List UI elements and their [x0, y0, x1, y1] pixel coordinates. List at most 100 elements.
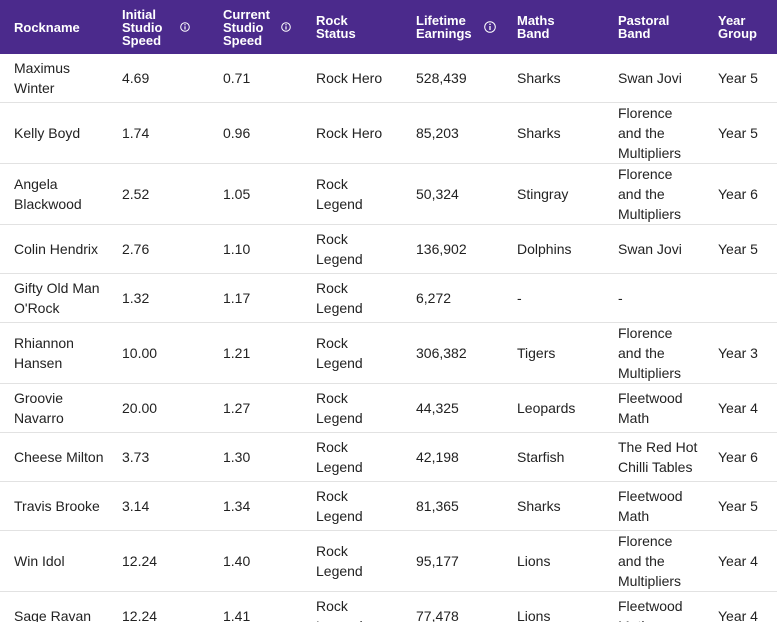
column-header[interactable]: Maths Band: [503, 0, 604, 54]
table-cell: Year 4: [704, 383, 777, 433]
table-cell: Tigers: [503, 322, 604, 384]
column-header[interactable]: Initial Studio Speed: [108, 0, 209, 54]
cell-text: 50,324: [416, 186, 459, 202]
cell-text: 306,382: [416, 345, 467, 361]
table-cell: Stingray: [503, 163, 604, 225]
table-cell: 4.69: [108, 54, 209, 103]
table-cell: Year 5: [704, 224, 777, 274]
cell-text: 12.24: [122, 553, 158, 569]
table-row[interactable]: Sage Ravan 12.24 1.41 Rock Legend 77,478 Lion…: [0, 591, 777, 622]
table-cell: Sharks: [503, 102, 604, 164]
cell-text: Rock Hero: [316, 125, 383, 141]
cell-text: Colin Hendrix: [14, 241, 99, 257]
table-cell: Sharks: [503, 481, 604, 531]
column-label: Rock Status: [316, 13, 356, 41]
cell-text: Tigers: [517, 345, 556, 361]
table-cell: Colin Hendrix: [0, 224, 108, 274]
cell-text: 1.34: [223, 498, 251, 514]
info-icon[interactable]: [281, 22, 291, 32]
cell-text: Starfish: [517, 449, 565, 465]
cell-text: Year 5: [718, 241, 758, 257]
table-cell: 42,198: [402, 432, 503, 482]
table-cell: Sage Ravan: [0, 591, 108, 622]
table-cell: Rock Hero: [302, 102, 402, 164]
cell-text: Dolphins: [517, 241, 572, 257]
table-cell: Rock Legend: [302, 591, 402, 622]
cell-text: 2.52: [122, 186, 150, 202]
cell-text: 1.30: [223, 449, 251, 465]
cell-text: Rock Hero: [316, 70, 383, 86]
table-cell: 1.40: [209, 530, 302, 592]
column-header[interactable]: Lifetime Earnings: [402, 0, 503, 54]
table-cell: 2.76: [108, 224, 209, 274]
cell-text: 10.00: [122, 345, 158, 361]
cell-text: Sharks: [517, 498, 561, 514]
cell-text: Florence and the Multipliers: [618, 325, 682, 381]
column-header[interactable]: Current Studio Speed: [209, 0, 302, 54]
table-row[interactable]: Gifty Old Man O'Rock 1.32 1.17 Rock Legend 6…: [0, 273, 777, 323]
table-cell: -: [503, 273, 604, 323]
table-cell: [704, 273, 777, 323]
cell-text: -: [517, 290, 522, 306]
column-header[interactable]: Pastoral Band: [604, 0, 704, 54]
cell-text: Rock Legend: [316, 390, 363, 426]
table-row[interactable]: Cheese Milton 3.73 1.30 Rock Legend 42,198 St…: [0, 432, 777, 482]
column-label: Year Group: [718, 13, 757, 41]
table-cell: Win Idol: [0, 530, 108, 592]
cell-text: Sage Ravan: [14, 608, 92, 622]
cell-text: Rock Legend: [316, 598, 363, 622]
table-row[interactable]: Win Idol 12.24 1.40 Rock Legend 95,177 Lions F…: [0, 530, 777, 592]
table-cell: Lions: [503, 530, 604, 592]
cell-text: Fleetwood Math: [618, 598, 683, 622]
table-cell: 77,478: [402, 591, 503, 622]
table-row[interactable]: Kelly Boyd 1.74 0.96 Rock Hero 85,203 Sharks F…: [0, 102, 777, 164]
table-cell: 1.05: [209, 163, 302, 225]
table-cell: Swan Jovi: [604, 224, 704, 274]
table-cell: 306,382: [402, 322, 503, 384]
table-cell: 1.74: [108, 102, 209, 164]
table-cell: 95,177: [402, 530, 503, 592]
table-header: Rockname Initial Studio Speed Current St…: [0, 0, 777, 54]
cell-text: Florence and the Multipliers: [618, 533, 682, 589]
column-header[interactable]: Year Group: [704, 0, 777, 54]
info-icon[interactable]: [484, 21, 496, 33]
cell-text: 6,272: [416, 290, 452, 306]
table-row[interactable]: Groovie Navarro 20.00 1.27 Rock Legend 44,32…: [0, 383, 777, 433]
table-cell: Rhiannon Hansen: [0, 322, 108, 384]
cell-text: Stingray: [517, 186, 569, 202]
cell-text: 1.27: [223, 400, 251, 416]
cell-text: 1.17: [223, 290, 251, 306]
table-cell: 6,272: [402, 273, 503, 323]
table-cell: Rock Legend: [302, 383, 402, 433]
column-label: Initial Studio Speed: [122, 6, 163, 48]
cell-text: Year 5: [718, 70, 758, 86]
info-icon[interactable]: [180, 22, 190, 32]
table-cell: Rock Hero: [302, 54, 402, 103]
table-cell: 1.32: [108, 273, 209, 323]
cell-text: Year 3: [718, 345, 758, 361]
table-cell: 1.21: [209, 322, 302, 384]
table-cell: 20.00: [108, 383, 209, 433]
column-header[interactable]: Rockname: [0, 0, 108, 54]
column-header[interactable]: Rock Status: [302, 0, 402, 54]
table-cell: 3.14: [108, 481, 209, 531]
table-cell: Year 5: [704, 102, 777, 164]
table-cell: Year 4: [704, 591, 777, 622]
table-cell: 12.24: [108, 530, 209, 592]
table-row[interactable]: Travis Brooke 3.14 1.34 Rock Legend 81,365 Sh…: [0, 481, 777, 531]
cell-text: Sharks: [517, 70, 561, 86]
table-row[interactable]: Colin Hendrix 2.76 1.10 Rock Legend 136,902 D…: [0, 224, 777, 274]
table-cell: 1.34: [209, 481, 302, 531]
table-row[interactable]: Angela Blackwood 2.52 1.05 Rock Legend 50,32…: [0, 163, 777, 225]
cell-text: Year 4: [718, 400, 758, 416]
table-cell: Travis Brooke: [0, 481, 108, 531]
cell-text: Fleetwood Math: [618, 390, 683, 426]
table-cell: 0.71: [209, 54, 302, 103]
table-row[interactable]: Maximus Winter 4.69 0.71 Rock Hero 528,439 Sh…: [0, 54, 777, 103]
cell-text: Year 6: [718, 449, 758, 465]
table-cell: Kelly Boyd: [0, 102, 108, 164]
cell-text: Rock Legend: [316, 280, 363, 316]
cell-text: Maximus Winter: [14, 60, 71, 96]
cell-text: Kelly Boyd: [14, 125, 81, 141]
table-row[interactable]: Rhiannon Hansen 10.00 1.21 Rock Legend 306,3…: [0, 322, 777, 384]
